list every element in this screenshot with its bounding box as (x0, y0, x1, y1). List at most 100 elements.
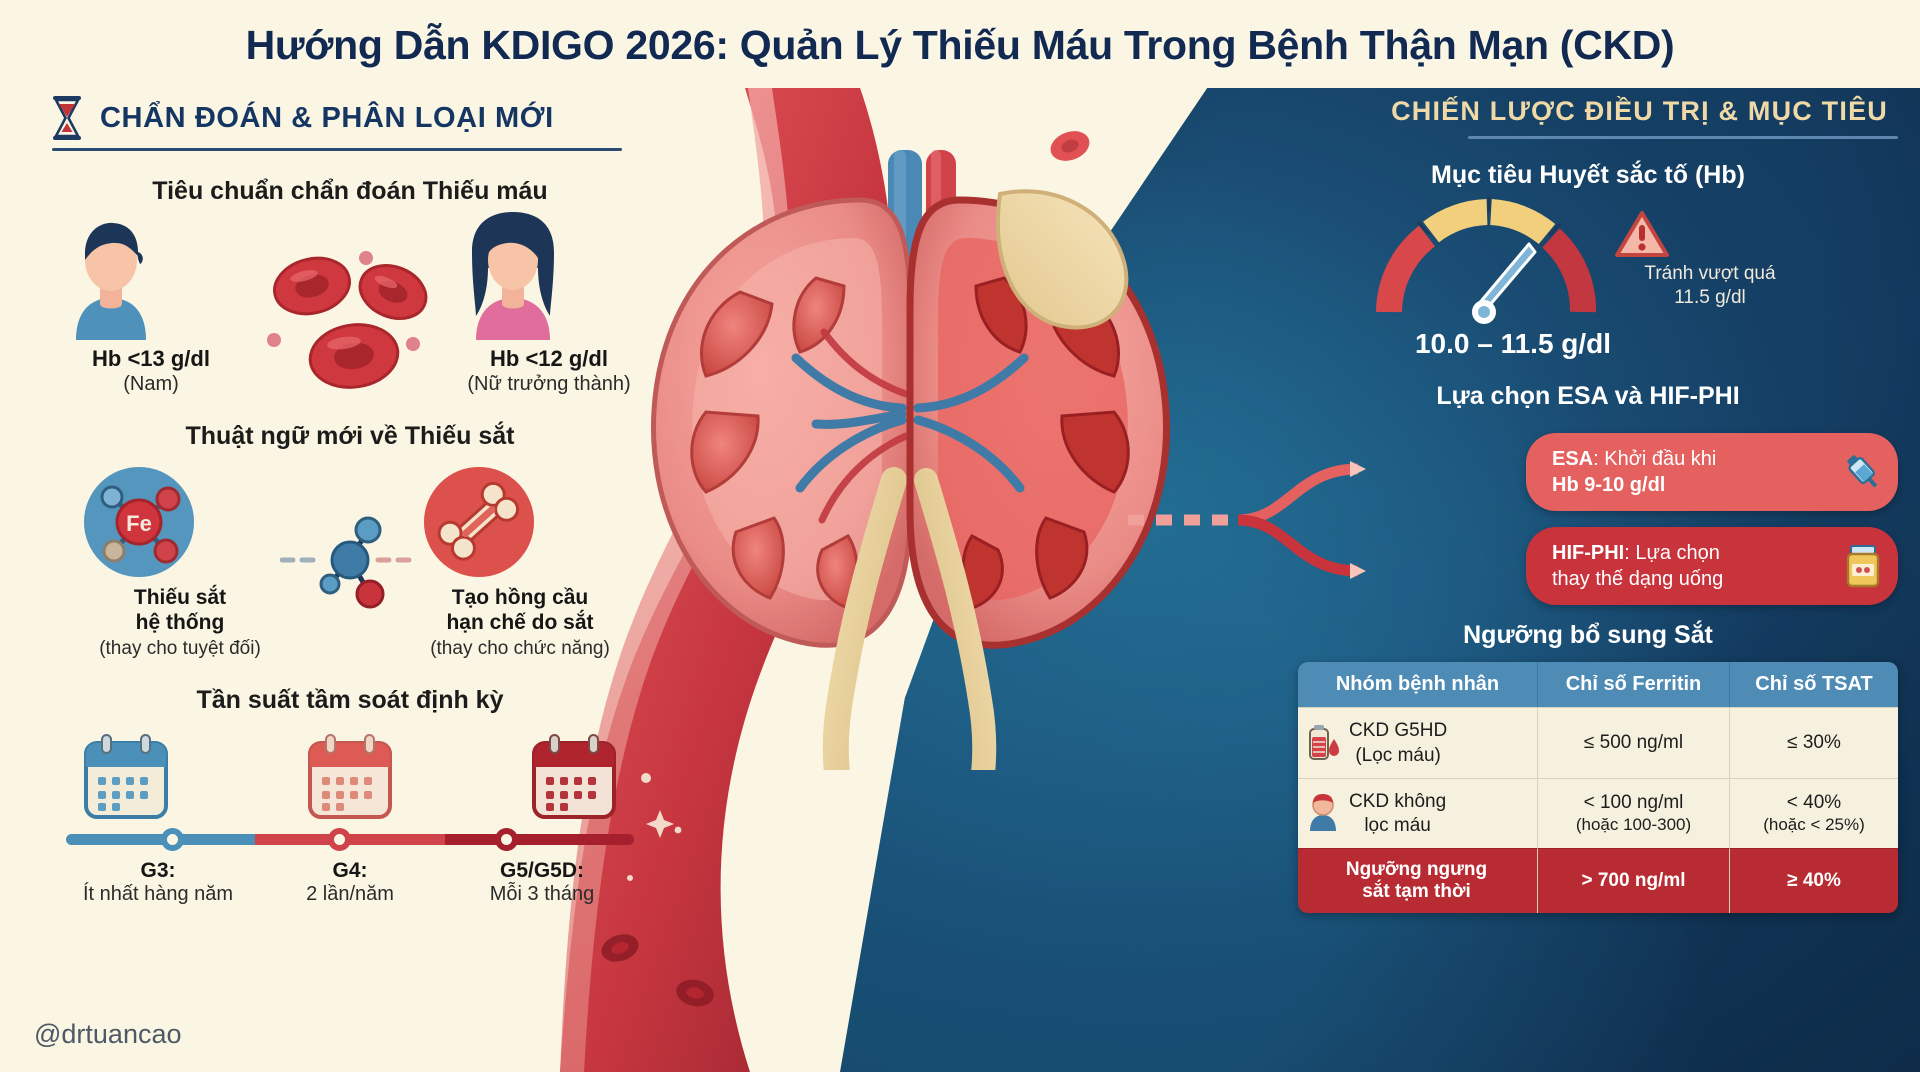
esa-tag: ESA (1552, 448, 1594, 470)
table-row: CKD không lọc máu < 100 ng/ml (hoặc 100-… (1298, 777, 1898, 849)
hif-text: : Lựa chọn (1624, 542, 1720, 564)
female-criteria-block: Hb <12 g/dl (Nữ trưởng thành) (454, 212, 644, 396)
row2-tsat-main: < 40% (1786, 791, 1842, 813)
row1-group-cell: CKD G5HD (Lọc máu) (1298, 707, 1538, 778)
row1-ferritin: ≤ 500 ng/ml (1538, 707, 1730, 778)
warning-triangle-icon (1615, 211, 1669, 258)
systemic-iron-label: Thiếu sắt hệ thống (80, 586, 280, 636)
calendar-row (58, 733, 642, 821)
hif-phi-pill[interactable]: HIF-PHI: Lựa chọn thay thế dạng uống (1526, 527, 1898, 605)
female-hb-value: Hb <12 g/dl (490, 346, 608, 371)
col-tsat: Chỉ số TSAT (1730, 662, 1898, 707)
row3-group-cell: Ngưỡng ngưng sắt tạm thời (1298, 848, 1538, 914)
hb-warning-block: Tránh vượt quá 11.5 g/dl (1615, 210, 1805, 310)
molecule-connector-block (280, 502, 420, 620)
stage-item-g4: G4: 2 lần/năm (254, 859, 446, 906)
stage-g4-freq: 2 lần/năm (306, 882, 394, 905)
stage-item-g3: G3: Ít nhất hàng năm (62, 859, 254, 906)
iron-molecule-icon: Fe (84, 467, 194, 577)
author-handle: @drtuancao (34, 1019, 182, 1049)
timeline-segment-g3 (66, 833, 256, 845)
stage-g3-freq: Ít nhất hàng năm (82, 882, 234, 905)
iron-restricted-label: Tạo hồng cầu hạn chế do sắt (420, 586, 620, 636)
diagnosis-row: Hb <13 g/dl (Nam) (30, 212, 670, 396)
hb-warning-text: Tránh vượt quá 11.5 g/dl (1615, 262, 1805, 310)
stage-g5-freq: Mỗi 3 tháng (489, 882, 595, 905)
stage-g5-name: G5/G5D: (499, 858, 585, 882)
esa-pill[interactable]: ESA: Khởi đầu khi Hb 9-10 g/dl (1526, 433, 1898, 511)
patient-icon (1310, 794, 1336, 832)
row1-tsat: ≤ 30% (1730, 707, 1898, 778)
left-section-divider (52, 148, 622, 151)
bone-marrow-icon (424, 467, 534, 577)
row2-ferritin-sub: (hoặc 100-300) (1575, 814, 1692, 834)
esa-dose: Hb 9-10 g/dl (1552, 474, 1666, 496)
row1-group-l2: (Lọc máu) (1355, 744, 1441, 766)
row3-group-l2: sắt tạm thời (1362, 881, 1471, 903)
iron-terms-heading: Thuật ngữ mới về Thiếu sắt (185, 422, 515, 450)
red-blood-cells-icon (267, 251, 428, 389)
row2-group-cell: CKD không lọc máu (1298, 777, 1538, 849)
blood-bag-icon (1309, 724, 1339, 760)
timeline-dot-g5 (495, 827, 518, 851)
hb-target-range: 10.0 – 11.5 g/dl (1414, 328, 1612, 359)
right-panel: CHIẾN LƯỢC ĐIỀU TRỊ & MỤC TIÊU Mục tiêu … (1128, 96, 1898, 914)
esa-pill-line1: ESA: Khởi đầu khi (1552, 446, 1844, 472)
row2-group-l2: lọc máu (1364, 815, 1431, 837)
iron-table-heading: Ngưỡng bổ sung Sắt (1463, 621, 1713, 649)
hb-target-heading: Mục tiêu Huyết sắc tố (Hb) (1431, 161, 1745, 189)
row2-tsat: < 40% (hoặc < 25%) (1730, 777, 1898, 849)
col-ferritin: Chỉ số Ferritin (1538, 662, 1730, 707)
esa-pill-zone: ESA: Khởi đầu khi Hb 9-10 g/dl HIF-PH (1128, 425, 1898, 615)
row2-group-l1: CKD không (1349, 790, 1447, 812)
systemic-iron-block: Fe Thiếu sắt hệ thống (thay cho tuyệt đố… (80, 463, 280, 660)
calendar-darkred-icon (532, 733, 616, 819)
row3-ferritin: > 700 ng/ml (1538, 848, 1730, 914)
table-row: CKD G5HD (Lọc máu) ≤ 500 ng/ml ≤ 30% (1298, 707, 1898, 778)
hb-gauge-row: Tránh vượt quá 11.5 g/dl (1278, 194, 1898, 326)
esa-pill-line2: Hb 9-10 g/dl (1552, 472, 1844, 498)
page-title: Hướng Dẫn KDIGO 2026: Quản Lý Thiếu Máu … (245, 22, 1675, 68)
timeline-dot-g4 (328, 827, 351, 851)
female-avatar-icon (472, 212, 554, 340)
left-section-title: CHẨN ĐOÁN & PHÂN LOẠI MỚI (100, 101, 554, 134)
female-hb-note: (Nữ trưởng thành) (467, 373, 631, 395)
hourglass-icon (53, 96, 81, 140)
gauge-icon (1376, 197, 1596, 324)
kidney-anatomy-illustration (650, 131, 1171, 770)
right-section-divider (1468, 136, 1898, 139)
svg-text:Fe: Fe (126, 511, 152, 536)
row3-group-l1: Ngưỡng ngưng (1345, 859, 1488, 881)
timeline-dot-g3 (161, 827, 184, 851)
hif-tag: HIF-PHI (1552, 542, 1625, 564)
row1-group-l1: CKD G5HD (1349, 720, 1448, 741)
row2-tsat-sub: (hoặc < 25%) (1763, 814, 1865, 834)
male-hb-note: (Nam) (123, 373, 179, 395)
hb-warning-line2: 11.5 g/dl (1674, 287, 1746, 308)
row2-ferritin: < 100 ng/ml (hoặc 100-300) (1538, 777, 1730, 849)
page-title-bar: Hướng Dẫn KDIGO 2026: Quản Lý Thiếu Máu … (0, 22, 1920, 69)
esa-branch-connector (1128, 461, 1366, 579)
row2-group-text: CKD không lọc máu (1349, 789, 1446, 839)
stage-g3-name: G3: (140, 858, 176, 882)
hb-warning-line1: Tránh vượt quá (1644, 263, 1776, 285)
calendar-blue-icon (84, 733, 168, 819)
iron-restricted-label-l2: hạn chế do sắt (446, 610, 594, 634)
molecule-link-icon (280, 516, 420, 609)
iron-terms-row: Fe Thiếu sắt hệ thống (thay cho tuyệt đố… (30, 463, 670, 660)
iron-restricted-erythropoiesis-block: Tạo hồng cầu hạn chế do sắt (thay cho ch… (420, 463, 620, 660)
screening-heading: Tần suất tầm soát định kỳ (196, 685, 504, 714)
esa-heading: Lựa chọn ESA và HIF-PHI (1436, 382, 1740, 410)
table-row: Ngưỡng ngưng sắt tạm thời > 700 ng/ml ≥ … (1298, 848, 1898, 914)
esa-text: : Khởi đầu khi (1593, 448, 1717, 470)
table-header-row: Nhóm bệnh nhân Chỉ số Ferritin Chỉ số TS… (1298, 662, 1898, 707)
ckd-stage-timeline (58, 823, 642, 853)
col-patient-group: Nhóm bệnh nhân (1298, 662, 1538, 707)
iron-restricted-note: (thay cho chức năng) (430, 637, 610, 659)
syringe-icon (1847, 455, 1878, 488)
row2-ferritin-main: < 100 ng/ml (1583, 791, 1684, 813)
stage-g4-name: G4: (332, 858, 368, 882)
iron-restricted-label-l1: Tạo hồng cầu (451, 586, 589, 609)
hif-pill-line2: thay thế dạng uống (1552, 568, 1724, 590)
